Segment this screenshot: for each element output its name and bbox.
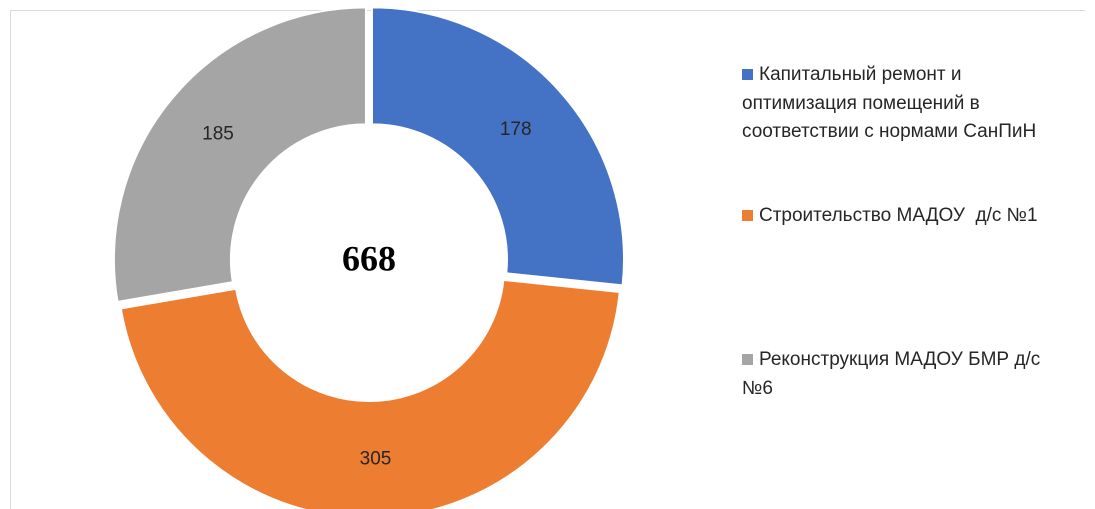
- slice: [112, 6, 367, 304]
- legend-label: Реконструкция МАДОУ БМР д/с №6: [742, 349, 1046, 399]
- center-label: 668: [342, 238, 396, 278]
- legend-swatch: [742, 210, 753, 221]
- legend-swatch: [742, 354, 753, 365]
- legend-item: Строительство МАДОУ д/с №1: [742, 202, 1072, 231]
- slice: [370, 6, 625, 287]
- legend-label: Строительство МАДОУ д/с №1: [759, 205, 1038, 226]
- slices: [112, 6, 625, 509]
- chart-frame: [10, 10, 1085, 509]
- data-label: 178: [500, 119, 532, 140]
- legend-swatch: [742, 69, 753, 80]
- data-label: 185: [202, 124, 234, 145]
- legend-label: Капитальный ремонт и оптимизация помещен…: [742, 64, 1037, 142]
- data-label: 305: [360, 448, 392, 469]
- legend-item: Капитальный ремонт и оптимизация помещен…: [742, 61, 1072, 147]
- legend-item: Реконструкция МАДОУ БМР д/с №6: [742, 346, 1072, 403]
- slice: [119, 278, 621, 509]
